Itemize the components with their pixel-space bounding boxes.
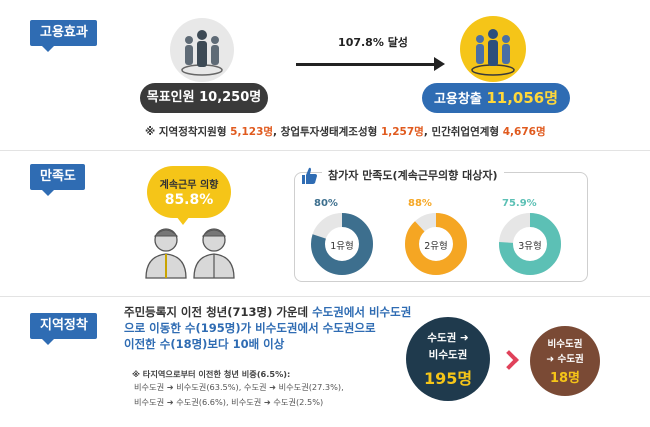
section-tag-settlement: 지역정착 [30, 313, 97, 345]
donut-percent-label: 88% [408, 198, 432, 209]
intention-bubble: 계속근무 의향 85.8% [147, 166, 231, 218]
circle2-line-1: 비수도권 [547, 339, 583, 350]
note-type1-value: 5,123명 [230, 126, 274, 138]
note-type2-value: 1,257명 [380, 126, 424, 138]
circle2-line-2: ➜ 수도권 [546, 354, 584, 365]
created-value: 11,056명 [486, 89, 559, 107]
created-pill: 고용창출 11,056명 [422, 83, 570, 113]
note-type1-label: 지역정착지원형 [158, 126, 231, 138]
created-people-icon [460, 16, 526, 82]
chevron-right-icon [499, 350, 519, 370]
circle1-line-2: 비수도권 [428, 349, 468, 361]
employment-breakdown-note: ※ 지역정착지원형 5,123명, 창업투자생태계조성형 1,257명, 민간취… [145, 124, 546, 139]
nonmetro-to-metro-circle: 비수도권 ➜ 수도권 18명 [530, 326, 600, 396]
target-people-icon [170, 18, 234, 82]
settlement-line-1a: 주민등록지 이전 청년(713명) 가운데 [124, 305, 313, 319]
donut-chart [311, 213, 373, 275]
arrow-line [296, 63, 436, 66]
satisfaction-panel-title: 참가자 만족도(계속근무의향 대상자) [322, 166, 504, 186]
workers-illustration-icon [140, 220, 240, 284]
donut-center-label: 1유형 [330, 241, 354, 252]
target-value: 10,250명 [199, 90, 262, 105]
arrow-right-icon [434, 57, 445, 71]
circle2-value: 18명 [549, 371, 581, 386]
note-type2-label: , 창업투자생태계조성형 [273, 126, 381, 138]
settlement-sub-line-1: 비수도권 ➜ 비수도권(63.5%), 수도권 ➜ 비수도권(27.3%), [134, 382, 344, 392]
settlement-main-text: 주민등록지 이전 청년(713명) 가운데 수도권에서 비수도권 으로 이동한 … [124, 304, 411, 352]
settlement-line-1b: 수도권에서 비수도권 [312, 305, 412, 319]
settlement-sub-line-2: 비수도권 ➜ 수도권(6.6%), 비수도권 ➜ 수도권(2.5%) [134, 397, 324, 407]
settlement-line-2: 으로 이동한 수(195명)가 비수도권에서 수도권으로 [124, 321, 376, 335]
circle1-value: 195명 [423, 369, 473, 388]
donut-chart [405, 213, 467, 275]
donut-percent-label: 75.9% [502, 198, 537, 209]
settlement-line-1: 주민등록지 이전 청년(713명) 가운데 수도권에서 비수도권 [124, 304, 411, 320]
donut-center-label: 2유형 [424, 241, 448, 252]
donut-arc [311, 213, 373, 275]
thumbs-up-icon [300, 166, 318, 186]
section-tag-satisfaction: 만족도 [30, 164, 85, 196]
target-label: 목표인원 [146, 90, 200, 105]
donut-center-label: 3유형 [518, 241, 542, 252]
donut-percent-label: 80% [314, 198, 338, 209]
settlement-line-3: 이전한 수(18명)보다 10배 이상 [124, 337, 285, 351]
section-tag-employment: 고용효과 [30, 20, 97, 52]
circle1-line-1: 수도권 ➜ [427, 332, 469, 344]
settlement-sub-title: ※ 타지역으로부터 이전한 청년 비중(6.5%): [132, 369, 291, 379]
note-type3-value: 4,676명 [502, 126, 546, 138]
divider-2 [0, 296, 650, 297]
intention-label: 계속근무 의향 [159, 180, 219, 191]
note-type3-label: , 민간취업연계형 [423, 126, 503, 138]
note-mark: ※ [145, 126, 159, 138]
achievement-label: 107.8% 달성 [338, 36, 408, 49]
intention-value: 85.8% [164, 192, 214, 208]
divider-1 [0, 150, 650, 151]
target-pill: 목표인원 10,250명 [140, 83, 268, 113]
donut-arc [405, 213, 467, 275]
metro-to-nonmetro-circle: 수도권 ➜ 비수도권 195명 [406, 317, 490, 401]
donut-chart [499, 213, 561, 275]
bubble-tail [176, 216, 190, 225]
donut-arc [499, 213, 561, 275]
created-label: 고용창출 [433, 92, 487, 107]
